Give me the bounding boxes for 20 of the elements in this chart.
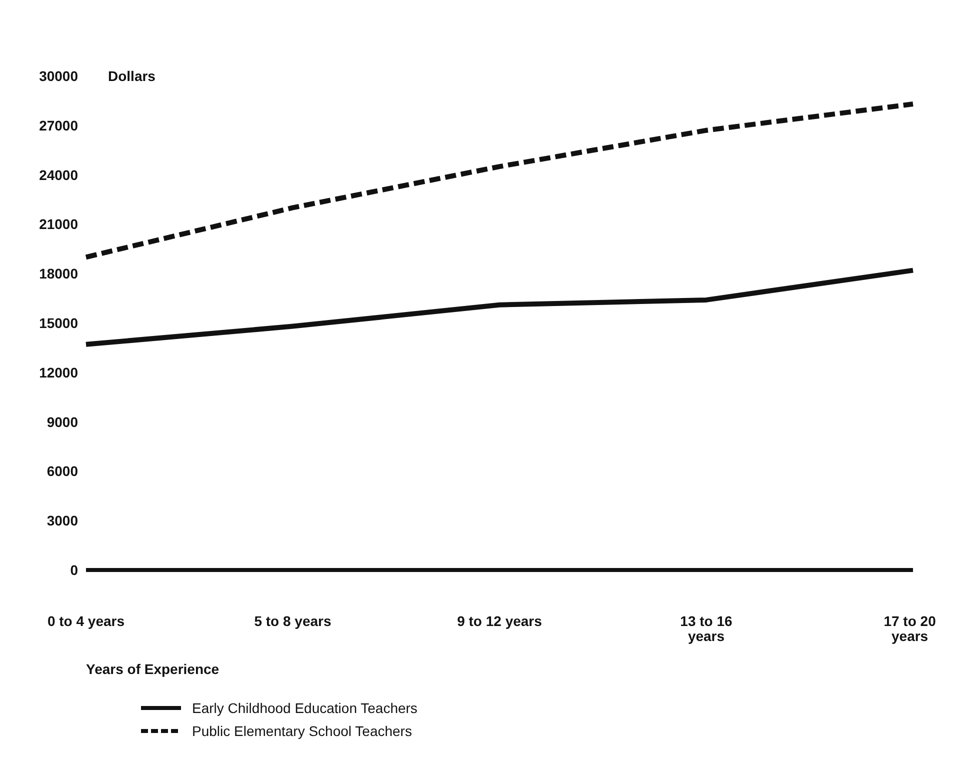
legend-label: Public Elementary School Teachers — [192, 723, 412, 739]
y-tick-label: 12000 — [39, 364, 78, 380]
y-tick-label: 21000 — [39, 216, 78, 232]
y-tick-label: 30000 — [39, 68, 78, 84]
y-tick-label: 9000 — [46, 414, 78, 430]
y-tick-label: 0 — [70, 562, 78, 578]
y-tick-label: 18000 — [39, 266, 78, 282]
x-tick-label: 17 to 20 years — [884, 613, 936, 644]
x-tick-label: 5 to 8 years — [254, 613, 332, 629]
x-axis-title: Years of Experience — [86, 661, 220, 677]
y-tick-label: 27000 — [39, 117, 78, 134]
legend-label: Early Childhood Education Teachers — [192, 700, 418, 716]
y-tick-label: 15000 — [39, 315, 78, 331]
x-tick-label: 13 to 16 years — [680, 613, 733, 644]
y-tick-label: 24000 — [39, 166, 78, 183]
x-tick-label: 0 to 4 years — [47, 613, 125, 629]
y-tick-label: 6000 — [46, 463, 78, 480]
y-tick-label: 3000 — [46, 512, 78, 529]
y-axis-title: Dollars — [108, 68, 156, 84]
x-tick-label: 9 to 12 years — [457, 613, 542, 629]
